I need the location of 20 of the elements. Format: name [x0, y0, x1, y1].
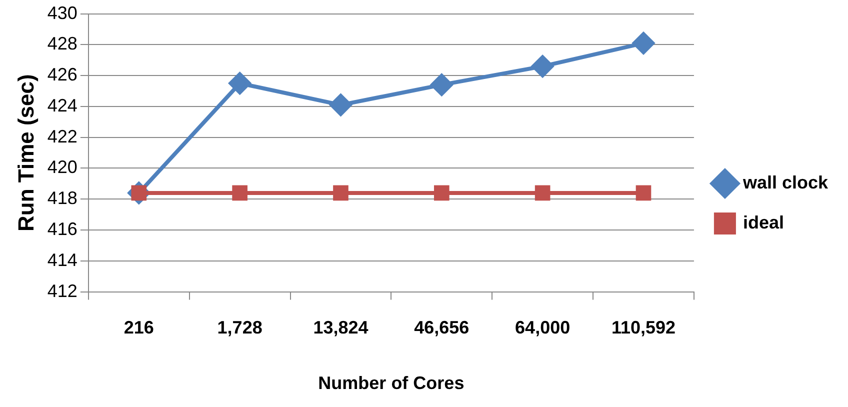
legend-label: ideal	[742, 212, 784, 232]
y-tick-label: 412	[47, 280, 78, 301]
y-tick-label: 422	[47, 126, 78, 146]
x-tick-label: 46,656	[414, 318, 470, 338]
x-tick-label: 216	[124, 318, 154, 338]
y-tick-label: 420	[47, 157, 78, 178]
y-axis-title: Run Time (sec)	[13, 74, 38, 232]
x-axis-title: Number of Cores	[318, 373, 464, 394]
y-tick-label: 426	[47, 64, 78, 85]
x-tick-label: 13,824	[313, 318, 368, 338]
x-tick-label: 1,728	[217, 318, 262, 338]
legend-label: wall clock	[742, 172, 829, 192]
y-tick-label: 428	[47, 34, 78, 54]
y-tick-label: 424	[47, 95, 78, 116]
y-tick-label: 416	[47, 218, 78, 239]
y-tick-label: 430	[47, 2, 78, 23]
y-tick-label: 418	[47, 188, 78, 208]
x-tick-label: 110,592	[611, 318, 676, 338]
x-tick-label: 64,000	[515, 318, 570, 338]
y-tick-label: 414	[47, 250, 78, 270]
